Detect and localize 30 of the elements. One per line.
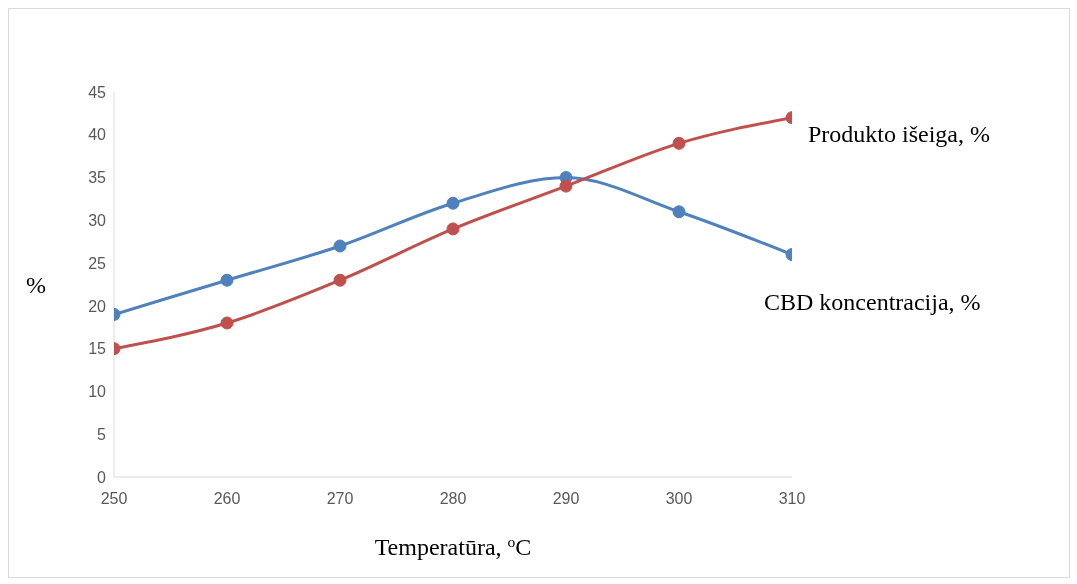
- x-tick-label: 280: [439, 490, 467, 508]
- y-axis-title: %: [26, 271, 46, 298]
- x-tick-label: 260: [213, 490, 241, 508]
- y-tick-label: 5: [97, 425, 107, 443]
- point: [446, 222, 460, 236]
- y-tick-label: 45: [88, 83, 107, 101]
- y-tick-label: 20: [88, 297, 107, 315]
- y-tick-label: 40: [88, 126, 107, 144]
- series-label: Produkto išeiga, %: [808, 120, 990, 147]
- point: [220, 316, 234, 330]
- y-tick-label: 0: [97, 468, 107, 486]
- point: [672, 136, 686, 150]
- x-tick-label: 250: [100, 490, 128, 508]
- x-tick-label: 310: [778, 490, 806, 508]
- y-tick-label: 15: [88, 340, 107, 358]
- point: [559, 179, 573, 193]
- y-tick-label: 25: [88, 254, 107, 272]
- point: [446, 196, 460, 210]
- y-tick-label: 30: [88, 212, 107, 230]
- point: [220, 273, 234, 287]
- point: [672, 205, 686, 219]
- point: [333, 239, 347, 253]
- y-tick-label: 10: [88, 383, 107, 401]
- x-tick-label: 270: [326, 490, 354, 508]
- x-tick-label: 300: [665, 490, 693, 508]
- point: [333, 273, 347, 287]
- x-tick-label: 290: [552, 490, 580, 508]
- y-tick-label: 35: [88, 169, 107, 187]
- series-label: CBD koncentracija, %: [764, 288, 981, 315]
- x-axis-title: Temperatūra, $^{o}$C: [374, 532, 532, 560]
